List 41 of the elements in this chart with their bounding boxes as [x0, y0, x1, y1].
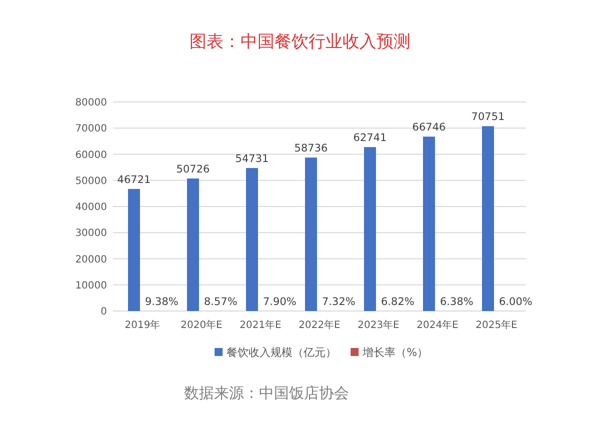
- data-label: 58736: [294, 142, 328, 155]
- data-label: 6.82%: [381, 296, 414, 308]
- chart-title: 图表：中国餐饮行业收入预测: [190, 32, 410, 52]
- y-tick-label: 60000: [75, 150, 107, 161]
- y-tick-label: 10000: [75, 280, 107, 292]
- bar: [246, 168, 258, 311]
- bar: [364, 147, 376, 311]
- data-label: 46721: [117, 174, 151, 186]
- y-tick-label: 0: [100, 306, 107, 318]
- bar: [305, 158, 317, 311]
- y-tick-label: 50000: [75, 176, 107, 187]
- x-tick-label: 2021年E: [240, 319, 282, 331]
- bar: [187, 178, 199, 311]
- x-tick-label: 2020年E: [180, 319, 222, 331]
- x-tick-label: 2025年E: [476, 319, 518, 331]
- data-label: 8.57%: [204, 296, 238, 308]
- data-label: 66746: [412, 122, 446, 134]
- y-tick-label: 20000: [75, 254, 107, 266]
- data-label: 50726: [176, 163, 210, 176]
- data-label: 6.00%: [499, 296, 532, 308]
- bar: [423, 136, 435, 311]
- bar: [482, 126, 494, 311]
- legend-label: 增长率（%）: [362, 346, 428, 359]
- y-tick-label: 70000: [75, 124, 107, 135]
- y-tick-label: 80000: [75, 98, 107, 108]
- x-tick-label: 2022年E: [298, 319, 340, 331]
- data-label: 6.38%: [440, 296, 474, 308]
- data-label: 54731: [235, 153, 269, 166]
- bar: [128, 188, 140, 311]
- x-tick-label: 2024年E: [416, 319, 458, 331]
- data-label: 7.90%: [263, 296, 296, 308]
- legend-label: 餐饮收入规模（亿元）: [226, 346, 337, 359]
- y-tick-label: 30000: [75, 228, 107, 240]
- data-label: 7.32%: [322, 296, 356, 308]
- data-label: 9.38%: [145, 296, 178, 308]
- source-note: 数据来源：中国饭店协会: [184, 384, 349, 402]
- data-label: 62741: [353, 132, 387, 144]
- y-tick-label: 40000: [75, 202, 107, 213]
- x-tick-label: 2023年E: [358, 319, 400, 331]
- data-label: 70751: [471, 111, 505, 124]
- x-tick-label: 2019年: [124, 319, 160, 331]
